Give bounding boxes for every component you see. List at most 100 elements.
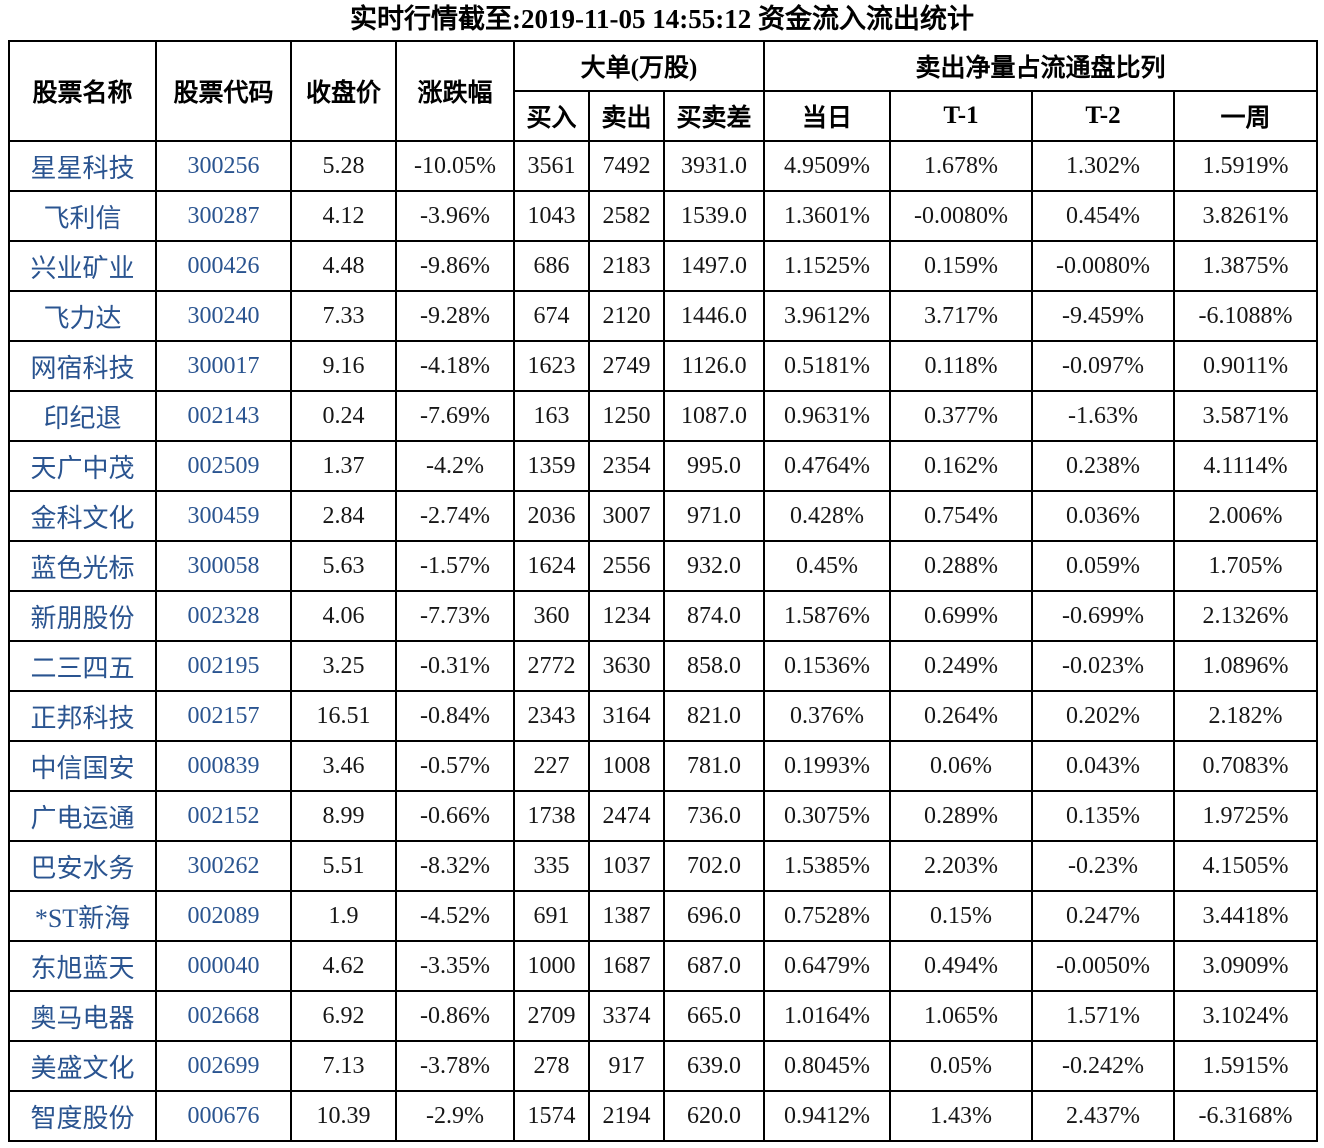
table-row: 网宿科技 300017 9.16 -4.18% 1623 2749 1126.0 0.5181… [8, 340, 1319, 392]
stock-name-cell: 正邦科技 [8, 690, 157, 742]
sell-volume-cell: 7492 [588, 140, 665, 192]
buy-volume-cell: 1624 [513, 540, 590, 592]
buy-volume-cell: 2343 [513, 690, 590, 742]
sell-volume-cell: 3007 [588, 490, 665, 542]
sell-volume-cell: 917 [588, 1040, 665, 1092]
net-sell-week-cell: 1.5915% [1173, 1040, 1319, 1092]
buy-sell-diff-cell: 858.0 [662, 640, 766, 692]
sell-volume-cell: 3374 [588, 990, 665, 1042]
col-header-week: 一周 [1173, 90, 1319, 142]
table-header: 股票名称 股票代码 收盘价 涨跌幅 大单(万股) 卖出净量占流通盘比列 买入 卖… [8, 40, 1319, 142]
stock-code-cell: 300262 [155, 840, 292, 892]
sell-volume-cell: 2183 [588, 240, 665, 292]
buy-volume-cell: 686 [513, 240, 590, 292]
net-sell-today-cell: 0.45% [763, 540, 892, 592]
stock-code-cell: 000839 [155, 740, 292, 792]
change-pct-cell: -7.73% [395, 590, 515, 642]
close-price-cell: 4.12 [290, 190, 397, 242]
net-sell-t1-cell: 0.754% [889, 490, 1034, 542]
stock-code-cell: 000426 [155, 240, 292, 292]
close-price-cell: 0.24 [290, 390, 397, 442]
net-sell-week-cell: 3.5871% [1173, 390, 1319, 442]
stock-code-cell: 300017 [155, 340, 292, 392]
close-price-cell: 10.39 [290, 1090, 397, 1142]
close-price-cell: 4.06 [290, 590, 397, 642]
sell-volume-cell: 3630 [588, 640, 665, 692]
stock-code-cell: 300287 [155, 190, 292, 242]
stock-code-cell: 002152 [155, 790, 292, 842]
stock-name-cell: 美盛文化 [8, 1040, 157, 1092]
sell-volume-cell: 2749 [588, 340, 665, 392]
net-sell-t1-cell: 1.43% [889, 1090, 1034, 1142]
col-header-stock-code: 股票代码 [155, 40, 292, 142]
col-header-today: 当日 [763, 90, 892, 142]
change-pct-cell: -9.86% [395, 240, 515, 292]
close-price-cell: 4.48 [290, 240, 397, 292]
buy-sell-diff-cell: 620.0 [662, 1090, 766, 1142]
sell-volume-cell: 2582 [588, 190, 665, 242]
buy-sell-diff-cell: 932.0 [662, 540, 766, 592]
net-sell-t2-cell: -0.097% [1031, 340, 1176, 392]
table-row: 美盛文化 002699 7.13 -3.78% 278 917 639.0 0.8045% 0.… [8, 1040, 1319, 1092]
close-price-cell: 16.51 [290, 690, 397, 742]
change-pct-cell: -0.86% [395, 990, 515, 1042]
change-pct-cell: -0.66% [395, 790, 515, 842]
net-sell-t1-cell: 0.289% [889, 790, 1034, 842]
stock-code-cell: 300058 [155, 540, 292, 592]
change-pct-cell: -8.32% [395, 840, 515, 892]
stock-name-cell: 奥马电器 [8, 990, 157, 1042]
net-sell-t1-cell: 0.264% [889, 690, 1034, 742]
buy-sell-diff-cell: 1446.0 [662, 290, 766, 342]
buy-volume-cell: 2036 [513, 490, 590, 542]
table-row: 正邦科技 002157 16.51 -0.84% 2343 3164 821.0 0.376%… [8, 690, 1319, 742]
stock-name-cell: 新朋股份 [8, 590, 157, 642]
net-sell-t2-cell: -0.0080% [1031, 240, 1176, 292]
sell-volume-cell: 1037 [588, 840, 665, 892]
net-sell-t1-cell: 3.717% [889, 290, 1034, 342]
stock-name-cell: 印纪退 [8, 390, 157, 442]
close-price-cell: 5.51 [290, 840, 397, 892]
change-pct-cell: -0.57% [395, 740, 515, 792]
table-row: 蓝色光标 300058 5.63 -1.57% 1624 2556 932.0 0.45% 0.… [8, 540, 1319, 592]
stock-code-cell: 000676 [155, 1090, 292, 1142]
net-sell-today-cell: 1.3601% [763, 190, 892, 242]
buy-volume-cell: 1043 [513, 190, 590, 242]
stock-name-cell: 中信国安 [8, 740, 157, 792]
net-sell-week-cell: 1.3875% [1173, 240, 1319, 292]
buy-sell-diff-cell: 971.0 [662, 490, 766, 542]
net-sell-t2-cell: 1.571% [1031, 990, 1176, 1042]
net-sell-t2-cell: 0.238% [1031, 440, 1176, 492]
stock-name-cell: 金科文化 [8, 490, 157, 542]
net-sell-t1-cell: 0.05% [889, 1040, 1034, 1092]
net-sell-week-cell: 0.9011% [1173, 340, 1319, 392]
close-price-cell: 3.46 [290, 740, 397, 792]
buy-volume-cell: 674 [513, 290, 590, 342]
stock-code-cell: 000040 [155, 940, 292, 992]
stock-code-cell: 002089 [155, 890, 292, 942]
net-sell-t2-cell: -0.0050% [1031, 940, 1176, 992]
table-row: *ST新海 002089 1.9 -4.52% 691 1387 696.0 0.7528% 0… [8, 890, 1319, 942]
buy-volume-cell: 1623 [513, 340, 590, 392]
buy-volume-cell: 278 [513, 1040, 590, 1092]
net-sell-week-cell: 4.1114% [1173, 440, 1319, 492]
table-row: 天广中茂 002509 1.37 -4.2% 1359 2354 995.0 0.4764% 0… [8, 440, 1319, 492]
net-sell-t1-cell: 0.15% [889, 890, 1034, 942]
col-header-sell: 卖出 [588, 90, 665, 142]
close-price-cell: 5.28 [290, 140, 397, 192]
net-sell-t2-cell: 0.059% [1031, 540, 1176, 592]
stock-name-cell: 广电运通 [8, 790, 157, 842]
net-sell-t1-cell: -0.0080% [889, 190, 1034, 242]
net-sell-today-cell: 0.376% [763, 690, 892, 742]
net-sell-week-cell: 1.5919% [1173, 140, 1319, 192]
net-sell-t2-cell: -0.699% [1031, 590, 1176, 642]
net-sell-week-cell: 0.7083% [1173, 740, 1319, 792]
col-group-net-sell-ratio: 卖出净量占流通盘比列 [763, 40, 1319, 92]
table-row: 飞利信 300287 4.12 -3.96% 1043 2582 1539.0 1.3601%… [8, 190, 1319, 242]
change-pct-cell: -1.57% [395, 540, 515, 592]
net-sell-today-cell: 0.428% [763, 490, 892, 542]
change-pct-cell: -9.28% [395, 290, 515, 342]
buy-sell-diff-cell: 874.0 [662, 590, 766, 642]
sell-volume-cell: 3164 [588, 690, 665, 742]
sell-volume-cell: 2556 [588, 540, 665, 592]
